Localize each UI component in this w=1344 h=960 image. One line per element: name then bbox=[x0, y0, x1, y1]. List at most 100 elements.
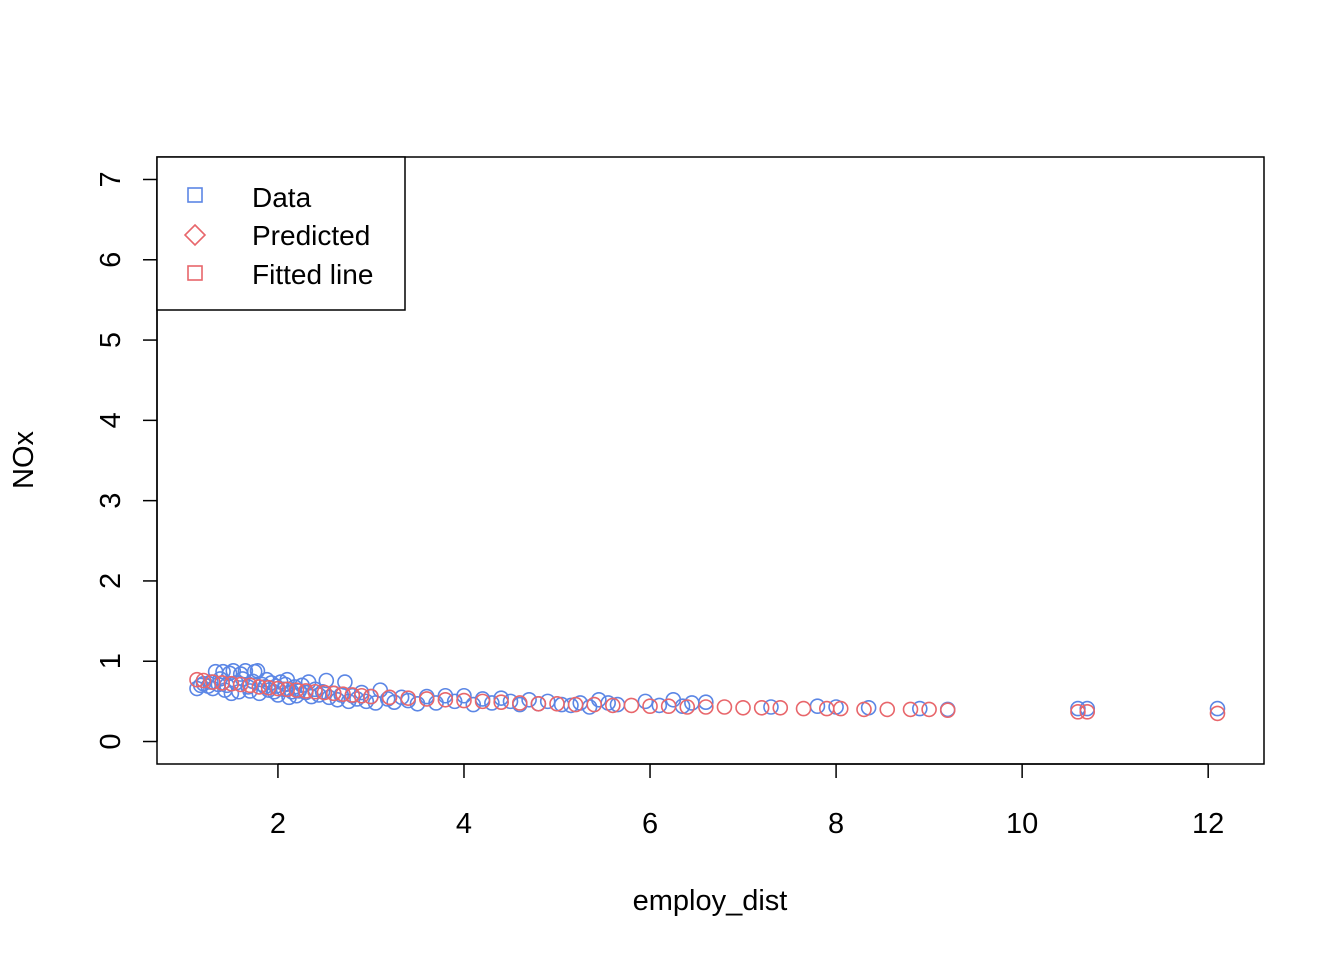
data-point bbox=[363, 688, 379, 705]
data-point bbox=[307, 683, 323, 700]
data-point bbox=[251, 679, 268, 695]
data-point bbox=[856, 701, 872, 718]
data-point bbox=[298, 683, 314, 699]
data-point bbox=[381, 689, 398, 706]
series-layer bbox=[189, 663, 1226, 722]
data-point bbox=[437, 687, 454, 704]
data-point bbox=[223, 675, 240, 692]
x-tick-label: 12 bbox=[1192, 808, 1224, 840]
data-point bbox=[446, 693, 463, 710]
y-axis: 0 1 2 3 4 5 6 7 bbox=[95, 171, 158, 750]
data-point bbox=[912, 700, 928, 717]
data-point bbox=[223, 685, 240, 702]
data-point bbox=[591, 691, 607, 708]
data-point bbox=[456, 687, 472, 704]
data-point bbox=[809, 698, 826, 714]
data-point bbox=[270, 680, 286, 697]
data-point bbox=[698, 694, 714, 710]
data-point bbox=[237, 663, 254, 679]
data-point bbox=[205, 674, 221, 690]
x-tick-label: 8 bbox=[828, 808, 844, 840]
data-point bbox=[623, 697, 640, 714]
data-point bbox=[1079, 700, 1096, 717]
data-point bbox=[288, 682, 305, 698]
data-point bbox=[642, 698, 658, 714]
data-point bbox=[567, 696, 584, 713]
y-tick-label: 4 bbox=[95, 412, 127, 428]
y-tick-label: 3 bbox=[95, 493, 127, 509]
data-point bbox=[549, 695, 565, 712]
x-axis: 2 4 6 8 10 12 bbox=[270, 763, 1224, 840]
x-tick-label: 10 bbox=[1006, 808, 1038, 840]
data-point bbox=[684, 695, 700, 711]
data-point bbox=[260, 679, 277, 696]
y-tick-label: 7 bbox=[95, 171, 127, 187]
x-tick-label: 4 bbox=[456, 808, 472, 840]
data-point bbox=[465, 696, 482, 713]
data-point bbox=[921, 701, 937, 718]
legend-label-data: Data bbox=[252, 182, 312, 213]
legend-label-fitted-line: Fitted line bbox=[252, 259, 373, 290]
data-point bbox=[437, 691, 454, 708]
legend-box bbox=[156, 156, 406, 311]
data-point bbox=[902, 701, 919, 718]
data-point bbox=[530, 695, 547, 712]
data-point bbox=[521, 691, 537, 708]
legend-marker-diamond-icon bbox=[183, 223, 207, 247]
data-point bbox=[232, 676, 249, 693]
data-point bbox=[605, 697, 621, 714]
data-point bbox=[698, 699, 714, 715]
data-point bbox=[337, 674, 353, 690]
data-point bbox=[493, 690, 509, 706]
y-tick-label: 5 bbox=[95, 332, 127, 348]
data-point bbox=[818, 700, 835, 717]
data-point bbox=[358, 693, 375, 710]
data-point bbox=[832, 700, 849, 717]
data-point bbox=[400, 690, 416, 706]
data-point bbox=[511, 695, 528, 711]
data-point bbox=[325, 685, 342, 702]
data-point bbox=[1079, 704, 1096, 720]
data-point bbox=[939, 702, 956, 719]
data-point bbox=[249, 663, 266, 679]
x-axis-label: employ_dist bbox=[633, 885, 788, 917]
data-point bbox=[660, 698, 677, 714]
legend-label-predicted: Predicted bbox=[252, 220, 370, 251]
data-point bbox=[474, 693, 491, 710]
legend-marker-square-icon bbox=[187, 265, 203, 281]
y-axis-label: NOx bbox=[8, 431, 40, 490]
data-point bbox=[353, 687, 370, 704]
data-point bbox=[335, 686, 351, 702]
x-tick-label: 2 bbox=[270, 808, 286, 840]
y-tick-label: 2 bbox=[95, 573, 127, 589]
data-point bbox=[456, 692, 472, 709]
data-point bbox=[1209, 700, 1226, 717]
data-point bbox=[1070, 704, 1086, 720]
data-point bbox=[195, 672, 212, 689]
data-point bbox=[214, 675, 230, 691]
data-point bbox=[716, 699, 733, 715]
series-predicted bbox=[189, 671, 1226, 722]
legend-marker-square-icon bbox=[187, 187, 203, 203]
x-tick-label: 6 bbox=[642, 808, 658, 840]
data-point bbox=[502, 693, 519, 710]
y-tick-label: 0 bbox=[95, 733, 127, 749]
data-point bbox=[484, 695, 500, 711]
data-point bbox=[493, 694, 509, 710]
data-point bbox=[279, 681, 296, 698]
legend: Data Predicted Fitted line bbox=[156, 156, 406, 311]
y-tick-label: 1 bbox=[95, 653, 127, 669]
data-point bbox=[539, 693, 556, 710]
data-point bbox=[637, 693, 654, 710]
data-point bbox=[753, 699, 770, 716]
series-data bbox=[189, 663, 1226, 718]
data-point bbox=[679, 699, 696, 715]
data-point bbox=[225, 663, 242, 679]
data-point bbox=[795, 700, 812, 717]
data-point bbox=[318, 672, 335, 689]
data-point bbox=[879, 701, 896, 718]
y-tick-label: 6 bbox=[95, 252, 127, 268]
data-point bbox=[344, 687, 361, 703]
data-point bbox=[242, 677, 258, 694]
